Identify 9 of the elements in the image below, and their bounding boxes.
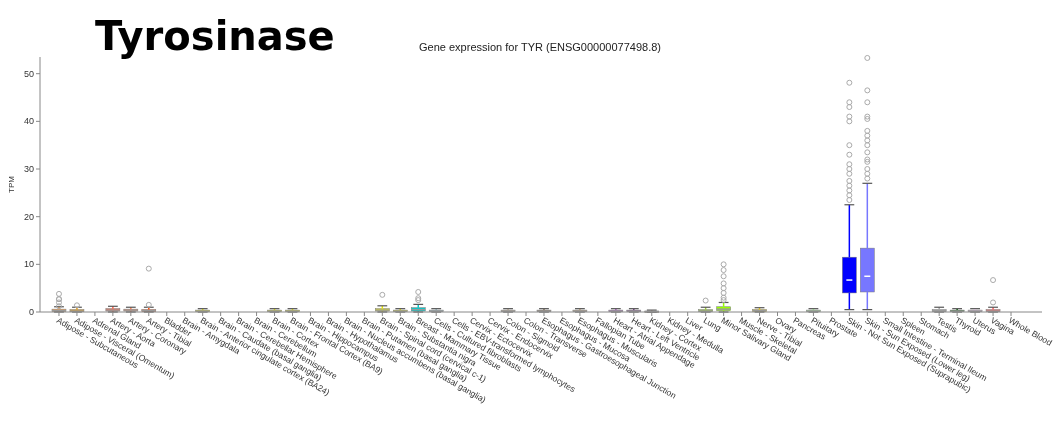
y-tick-label: 10	[23, 259, 34, 270]
y-tick-label: 30	[23, 163, 34, 174]
chart-title: Tyrosinase	[95, 13, 335, 59]
y-tick-label: 50	[23, 68, 34, 79]
y-tick-label: 40	[23, 116, 34, 127]
y-tick-label: 0	[28, 306, 34, 317]
y-tick-label: 20	[23, 211, 34, 222]
chart-subtitle: Gene expression for TYR (ENSG00000077498.8)	[419, 41, 661, 53]
y-axis-title: TPM	[7, 175, 16, 193]
